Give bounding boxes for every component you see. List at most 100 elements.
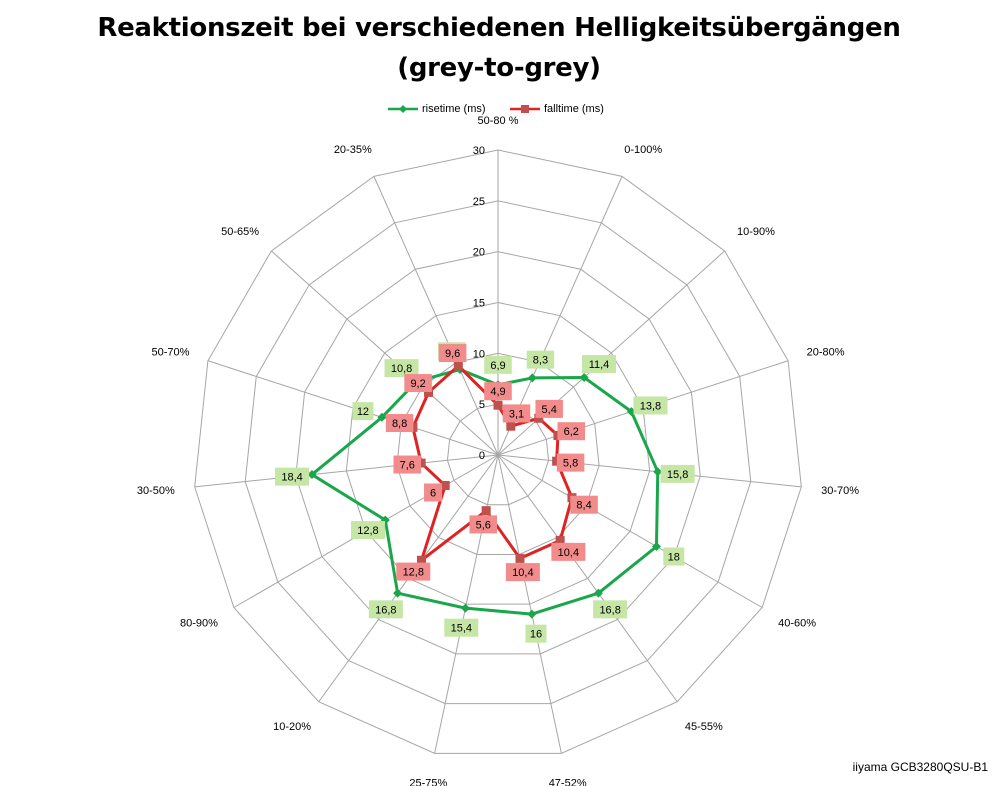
category-label: 20-35% (334, 144, 372, 156)
data-point-risetime (527, 373, 537, 383)
data-label-falltime: 8,4 (570, 495, 598, 514)
data-label-falltime: 6,2 (557, 422, 586, 441)
data-label-bg (556, 453, 585, 472)
grid-ring (446, 403, 550, 506)
data-label-bg (438, 344, 467, 363)
grid-spoke (497, 454, 763, 608)
data-point-risetime (593, 588, 603, 598)
data-label-text: 12 (357, 406, 369, 418)
data-label-text: 5,4 (542, 404, 557, 416)
data-label-text: 16,8 (599, 604, 620, 616)
data-label-risetime: 16,8 (593, 600, 628, 619)
data-label-text: 6,9 (490, 360, 505, 372)
data-label-risetime: 10,8 (384, 359, 419, 378)
grid-spoke (271, 250, 499, 456)
series-line-risetime (310, 368, 660, 616)
data-label-text: 8,4 (576, 500, 591, 512)
data-label-text: 5,6 (476, 519, 491, 531)
category-label: 50-65% (221, 226, 259, 238)
grid-ring (295, 251, 701, 655)
grid-ring (194, 149, 802, 754)
data-label-bg (424, 483, 443, 502)
data-label-bg (368, 600, 403, 619)
data-label-text: 15,8 (667, 469, 688, 481)
legend-item-risetime: risetime (ms) (388, 100, 486, 118)
legend-label-falltime: falltime (ms) (544, 103, 604, 115)
data-point-falltime (555, 536, 565, 546)
data-label-risetime: 15,4 (444, 618, 479, 637)
data-label-bg (484, 382, 512, 401)
r-tick-label: 0 (479, 450, 485, 462)
data-label-text: 18,4 (281, 472, 302, 484)
data-point-falltime (423, 387, 433, 397)
data-label-text: 6 (430, 488, 436, 500)
legend-label-risetime: risetime (ms) (422, 103, 486, 115)
data-label-text: 15,4 (451, 623, 472, 635)
data-label-bg (570, 495, 598, 514)
data-label-bg (525, 624, 547, 643)
data-label-text: 12,8 (357, 525, 378, 537)
data-label-text: 16 (530, 629, 542, 641)
data-label-falltime: 10,4 (505, 563, 540, 582)
data-label-text: 5,8 (563, 458, 578, 470)
grid-spoke (194, 454, 499, 488)
grid-ring (345, 301, 651, 605)
data-label-bg (469, 515, 498, 534)
category-label: 47-52% (549, 778, 587, 786)
data-label-risetime: 18,4 (275, 467, 310, 486)
data-point-risetime (579, 372, 589, 382)
category-label: 10-20% (273, 721, 311, 733)
data-point-falltime (552, 456, 562, 466)
data-label-text: 11,4 (589, 359, 610, 371)
data-label-text: 6,2 (564, 426, 579, 438)
data-point-risetime (393, 588, 403, 598)
category-label: 80-90% (180, 618, 218, 630)
data-point-risetime (377, 412, 387, 422)
data-label-bg (593, 600, 628, 619)
data-label-text: 10,4 (512, 567, 533, 579)
data-label-text: 3,1 (509, 408, 524, 420)
grid-spoke (373, 176, 499, 456)
grid-ring (396, 352, 600, 555)
r-tick-label: 5 (479, 399, 485, 411)
data-label-text: 8,3 (533, 355, 548, 367)
data-label-bg (505, 563, 540, 582)
data-label-falltime: 10,4 (551, 542, 586, 561)
data-point-falltime (493, 400, 503, 410)
data-label-risetime: 12,8 (350, 521, 385, 540)
r-tick-label: 10 (473, 348, 485, 360)
data-label-falltime: 6 (424, 483, 443, 502)
data-label-bg (275, 467, 310, 486)
data-label-falltime: 3,1 (502, 404, 531, 423)
data-label-risetime: 8,3 (526, 350, 555, 369)
data-label-risetime: 15,8 (660, 464, 695, 483)
data-label-falltime: 9,2 (404, 374, 432, 393)
data-label-bg (660, 464, 695, 483)
grid-spoke (497, 454, 562, 754)
data-label-text: 13,8 (640, 400, 661, 412)
category-label: 50-70% (151, 346, 189, 358)
data-label-risetime: 13,8 (633, 396, 668, 415)
data-label-bg (502, 404, 531, 423)
data-point-falltime (506, 421, 516, 431)
chart-title-line-2: (grey-to-grey) (397, 53, 601, 83)
data-label-risetime: 16 (525, 624, 547, 643)
data-label-text: 12,8 (403, 567, 424, 579)
category-label: 50-80 % (478, 115, 519, 127)
data-label-bg (396, 562, 431, 581)
data-label-falltime: 12,8 (396, 562, 431, 581)
data-label-falltime: 9,6 (438, 344, 467, 363)
legend: risetime (ms) falltime (ms) (0, 100, 998, 118)
data-label-bg (484, 355, 512, 374)
category-label: 25-75% (409, 778, 447, 786)
data-label-bg (384, 359, 419, 378)
category-label: 30-70% (821, 485, 859, 497)
legend-item-falltime: falltime (ms) (510, 100, 604, 118)
r-tick-label: 15 (473, 298, 485, 310)
data-point-falltime (416, 458, 426, 468)
data-label-bg (551, 542, 586, 561)
data-label-text: 7,6 (400, 460, 415, 472)
data-label-falltime: 7,6 (393, 455, 421, 474)
data-label-text: 4,9 (490, 386, 505, 398)
data-label-bg (581, 355, 616, 374)
